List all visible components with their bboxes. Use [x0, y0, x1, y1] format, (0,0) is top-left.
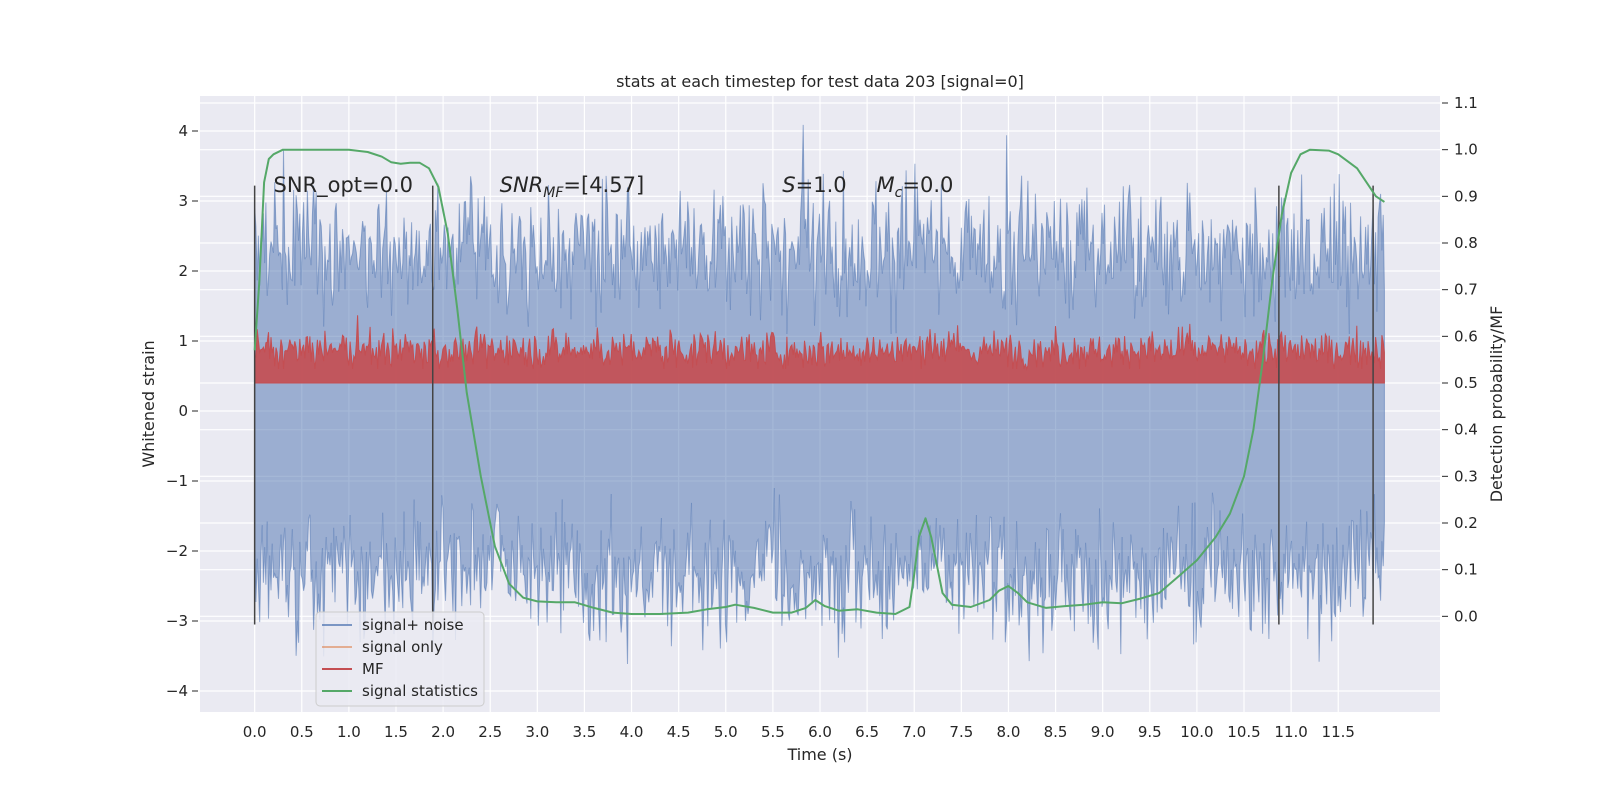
legend-label: MF: [362, 660, 384, 678]
y-tick-label-left: 3: [178, 192, 188, 210]
x-tick-label: 1.0: [337, 723, 361, 741]
y-tick-label-left: −4: [166, 682, 188, 700]
x-tick-label: 11.0: [1274, 723, 1307, 741]
annotation-value: =[4.57]: [563, 173, 644, 197]
annotation-symbol: S: [782, 173, 795, 197]
y-axis-label-left: Whitened strain: [139, 340, 158, 467]
x-tick-label: 2.0: [431, 723, 455, 741]
y-tick-label-left: 2: [178, 262, 188, 280]
annotation-value: =0.0: [902, 173, 953, 197]
annotation-symbol: M: [877, 173, 895, 197]
x-tick-label: 9.0: [1091, 723, 1115, 741]
data-layer: [253, 124, 1385, 665]
annotation-symbol: SNR: [500, 173, 544, 197]
x-tick-label: 11.5: [1322, 723, 1355, 741]
x-tick-label: 7.0: [902, 723, 926, 741]
y-tick-label-right: 1.1: [1454, 94, 1478, 112]
y-tick-label-left: 0: [178, 402, 188, 420]
y-tick-label-left: −2: [166, 542, 188, 560]
series-signal-noise: [254, 124, 1385, 665]
legend-label: signal statistics: [362, 682, 478, 700]
x-tick-label: 0.0: [243, 723, 267, 741]
y-tick-label-left: 4: [178, 122, 188, 140]
x-axis-label: Time (s): [786, 745, 852, 764]
annotation-subscript: c: [895, 185, 903, 201]
x-tick-label: 3.0: [525, 723, 549, 741]
y-tick-label-right: 0.3: [1454, 467, 1478, 485]
y-tick-label-right: 0.5: [1454, 374, 1478, 392]
annotation-1: SNRMF=[4.57]: [500, 173, 645, 201]
x-tick-label: 6.0: [808, 723, 832, 741]
y-tick-label-right: 0.6: [1454, 327, 1478, 345]
legend-label: signal only: [362, 638, 443, 656]
annotation-0: SNR_opt=0.0: [273, 173, 413, 198]
annotation-value: =1.0: [796, 173, 847, 197]
x-tick-label: 9.5: [1138, 723, 1162, 741]
y-tick-label-right: 1.0: [1454, 141, 1478, 159]
x-tick-label: 2.5: [478, 723, 502, 741]
annotation-subscript: MF: [543, 185, 564, 201]
y-axis-label-right: Detection probability/MF: [1487, 306, 1506, 503]
x-tick-label: 5.5: [761, 723, 785, 741]
legend-label: signal+ noise: [362, 616, 464, 634]
y-tick-label-right: 0.9: [1454, 187, 1478, 205]
x-tick-label: 3.5: [573, 723, 597, 741]
tick-layer: 0.0 0.5 1.0 1.5 2.0 2.5 3.0 3.5 4.0 4.5 5.0 5.5 6.0 6…: [166, 94, 1478, 741]
x-tick-label: 5.0: [714, 723, 738, 741]
y-tick-label-right: 0.7: [1454, 281, 1478, 299]
x-tick-label: 1.5: [384, 723, 408, 741]
legend: signal+ noise signal only MF signal statist…: [315, 611, 485, 707]
y-tick-label-left: −1: [166, 472, 188, 490]
x-tick-label: 4.0: [620, 723, 644, 741]
x-tick-label: 0.5: [290, 723, 314, 741]
x-tick-label: 7.5: [949, 723, 973, 741]
y-tick-label-right: 0.8: [1454, 234, 1478, 252]
x-tick-label: 8.5: [1044, 723, 1068, 741]
annotation-2: S=1.0: [782, 173, 846, 197]
x-tick-label: 6.5: [855, 723, 879, 741]
y-tick-label-left: −3: [166, 612, 188, 630]
series-signal-statistics: [253, 148, 1385, 615]
y-tick-label-left: 1: [178, 332, 188, 350]
x-tick-label: 8.0: [997, 723, 1021, 741]
annotation-3: Mc=0.0: [877, 173, 954, 201]
x-tick-label: 10.0: [1180, 723, 1213, 741]
x-tick-label: 10.5: [1227, 723, 1260, 741]
y-tick-label-right: 0.2: [1454, 514, 1478, 532]
x-tick-label: 4.5: [667, 723, 691, 741]
y-tick-label-right: 0.4: [1454, 421, 1478, 439]
legend-box: [315, 611, 485, 707]
y-tick-label-right: 0.1: [1454, 561, 1478, 579]
series-mf: [254, 315, 1385, 384]
annotations: SNR_opt=0.0 SNRMF=[4.57] S=1.0 Mc=0.0: [273, 173, 953, 201]
chart-title: stats at each timestep for test data 203…: [616, 72, 1024, 91]
y-tick-label-right: 0.0: [1454, 607, 1478, 625]
